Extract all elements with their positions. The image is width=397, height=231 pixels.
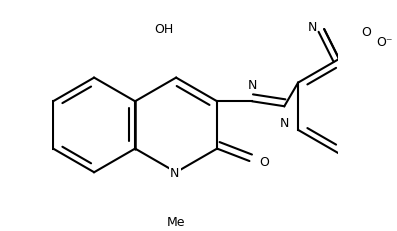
Text: O: O bbox=[362, 26, 372, 39]
Text: O: O bbox=[259, 155, 269, 168]
Text: N: N bbox=[279, 117, 289, 130]
Text: N: N bbox=[170, 166, 179, 179]
Text: Me: Me bbox=[167, 215, 185, 228]
Text: OH: OH bbox=[154, 23, 173, 36]
Text: N: N bbox=[247, 79, 256, 92]
Text: N: N bbox=[307, 21, 317, 34]
Text: O⁻: O⁻ bbox=[376, 36, 393, 49]
